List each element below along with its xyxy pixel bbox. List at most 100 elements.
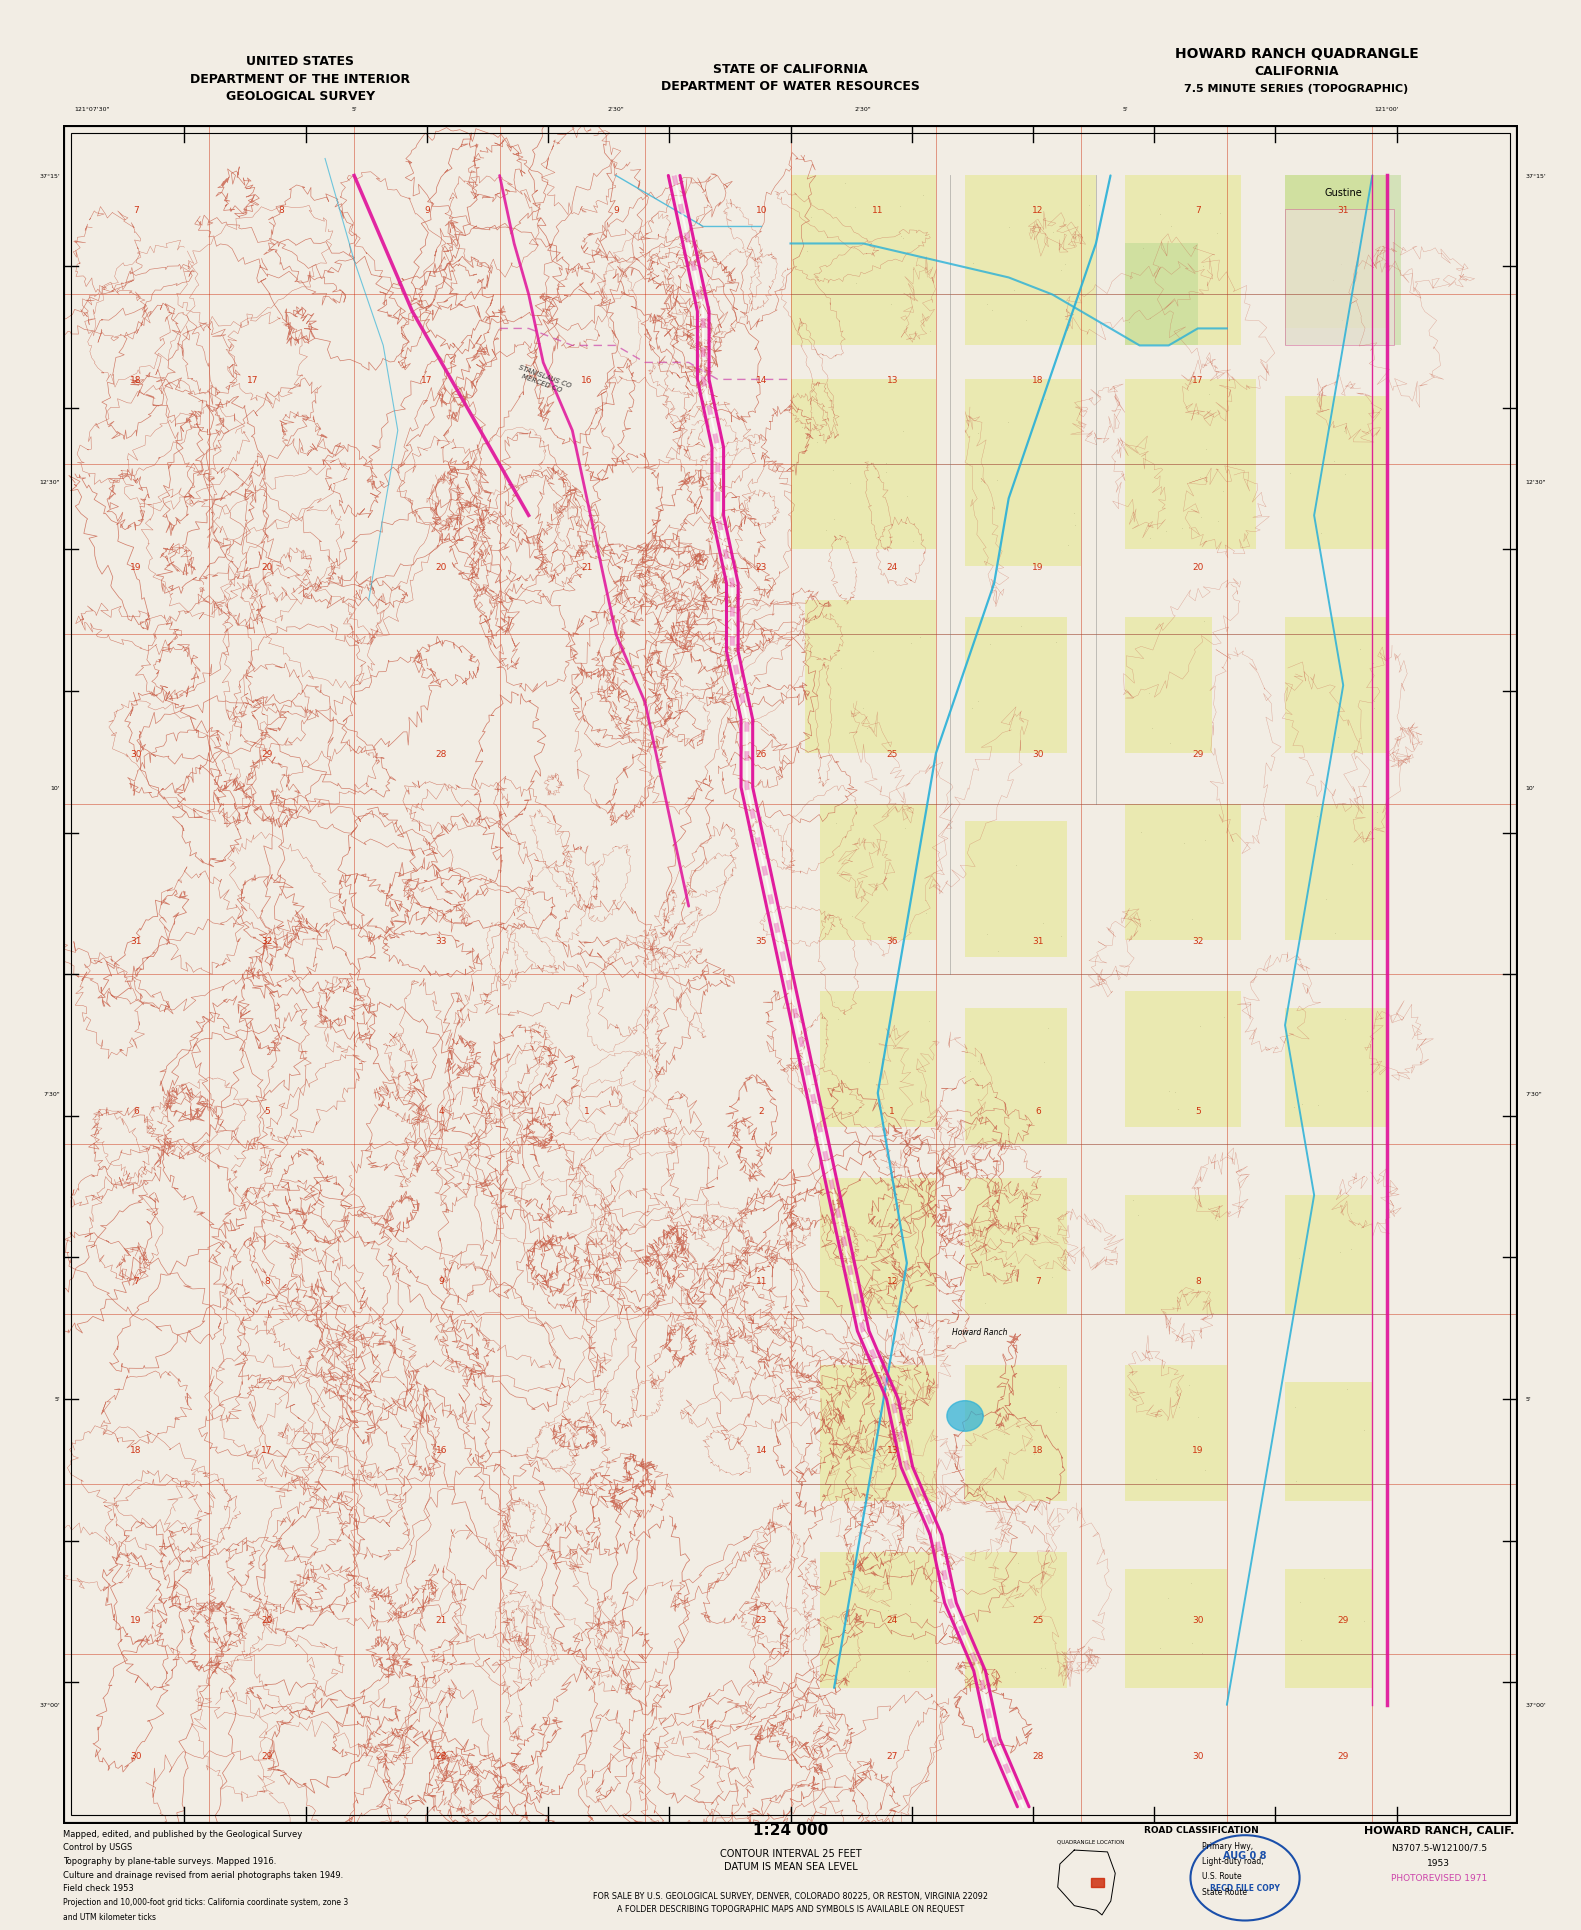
Text: 14: 14 xyxy=(756,376,767,384)
Bar xyxy=(1126,176,1241,345)
Text: 12'30": 12'30" xyxy=(40,481,60,484)
Text: 6: 6 xyxy=(1036,1106,1040,1116)
Text: 9: 9 xyxy=(613,207,618,214)
Text: 20: 20 xyxy=(261,562,272,571)
Text: 20: 20 xyxy=(261,1615,272,1625)
Text: 7: 7 xyxy=(1036,1276,1040,1285)
Bar xyxy=(805,600,936,755)
Text: CALIFORNIA: CALIFORNIA xyxy=(1254,66,1339,77)
Text: Gustine: Gustine xyxy=(1325,189,1363,199)
Text: Mapped, edited, and published by the Geological Survey: Mapped, edited, and published by the Geo… xyxy=(63,1830,302,1837)
Text: 4: 4 xyxy=(438,1106,444,1116)
Text: 18: 18 xyxy=(1032,376,1043,384)
Text: 13: 13 xyxy=(887,376,898,384)
Text: 30: 30 xyxy=(1032,749,1043,758)
Text: UNITED STATES: UNITED STATES xyxy=(247,56,354,68)
Bar xyxy=(1126,1365,1227,1502)
Text: 17: 17 xyxy=(1192,376,1203,384)
Text: AUG 0 8: AUG 0 8 xyxy=(1224,1849,1266,1861)
Bar xyxy=(964,1365,1067,1502)
Text: 19: 19 xyxy=(1192,1446,1203,1455)
Text: 1: 1 xyxy=(583,1106,590,1116)
Text: 10': 10' xyxy=(1526,786,1535,789)
Bar xyxy=(964,380,1081,567)
Text: U.S. Route: U.S. Route xyxy=(1202,1872,1241,1880)
Text: 19: 19 xyxy=(130,562,142,571)
Text: 29: 29 xyxy=(261,749,272,758)
Text: 24: 24 xyxy=(887,562,898,571)
Bar xyxy=(964,176,1096,345)
Text: 37°15': 37°15' xyxy=(40,174,60,179)
Text: 26: 26 xyxy=(756,749,767,758)
Text: 2: 2 xyxy=(759,1106,764,1116)
Text: 18: 18 xyxy=(130,1446,142,1455)
Text: 5': 5' xyxy=(1526,1397,1532,1401)
Bar xyxy=(964,1552,1067,1689)
Text: 8: 8 xyxy=(264,1276,270,1285)
Text: GEOLOGICAL SURVEY: GEOLOGICAL SURVEY xyxy=(226,91,375,102)
Text: 7'30": 7'30" xyxy=(43,1090,60,1096)
Bar xyxy=(1126,618,1213,755)
Text: 8: 8 xyxy=(1195,1276,1200,1285)
Text: 28: 28 xyxy=(1032,1751,1043,1760)
Bar xyxy=(1285,176,1387,330)
Bar xyxy=(1285,176,1401,345)
Bar xyxy=(1126,805,1241,940)
Text: 32: 32 xyxy=(261,936,272,946)
Text: 5: 5 xyxy=(264,1106,270,1116)
Ellipse shape xyxy=(947,1401,983,1432)
Text: 31: 31 xyxy=(130,936,142,946)
Text: 14: 14 xyxy=(756,1446,767,1455)
Text: 19: 19 xyxy=(130,1615,142,1625)
Text: 21: 21 xyxy=(436,1615,447,1625)
Text: 35: 35 xyxy=(756,936,767,946)
Text: 33: 33 xyxy=(436,936,447,946)
Bar xyxy=(1285,1569,1372,1689)
Text: State Route: State Route xyxy=(1202,1888,1246,1895)
Text: 7: 7 xyxy=(133,1276,139,1285)
Text: 2'30": 2'30" xyxy=(607,106,624,112)
Text: Projection and 10,000-foot grid ticks: California coordinate system, zone 3: Projection and 10,000-foot grid ticks: C… xyxy=(63,1897,348,1905)
Text: 10': 10' xyxy=(51,786,60,789)
Text: Light-duty road,: Light-duty road, xyxy=(1202,1857,1263,1864)
Text: 30: 30 xyxy=(130,1751,142,1760)
Bar xyxy=(964,618,1067,755)
Text: and UTM kilometer ticks: and UTM kilometer ticks xyxy=(63,1913,157,1920)
Text: 36: 36 xyxy=(887,936,898,946)
Text: 5': 5' xyxy=(351,106,357,112)
Text: 29: 29 xyxy=(1338,1751,1349,1760)
Text: 16: 16 xyxy=(436,1446,447,1455)
Bar xyxy=(819,805,936,940)
Bar xyxy=(1285,210,1394,345)
Text: 37°00': 37°00' xyxy=(40,1702,60,1708)
Text: 18: 18 xyxy=(130,376,142,384)
Text: 9: 9 xyxy=(424,207,430,214)
Text: 37°15': 37°15' xyxy=(1526,174,1546,179)
Text: 121°07'30": 121°07'30" xyxy=(74,106,111,112)
Text: 18: 18 xyxy=(1032,1446,1043,1455)
Text: 30: 30 xyxy=(1192,1615,1203,1625)
Bar xyxy=(1285,1009,1387,1127)
Text: 23: 23 xyxy=(756,1615,767,1625)
Text: 30: 30 xyxy=(130,749,142,758)
Text: 9: 9 xyxy=(438,1276,444,1285)
Bar xyxy=(964,1179,1067,1314)
Text: 31: 31 xyxy=(1338,207,1349,214)
Text: RECD FILE COPY: RECD FILE COPY xyxy=(1209,1882,1281,1891)
Text: 17: 17 xyxy=(247,376,258,384)
Text: 7.5 MINUTE SERIES (TOPOGRAPHIC): 7.5 MINUTE SERIES (TOPOGRAPHIC) xyxy=(1184,83,1409,95)
Text: CONTOUR INTERVAL 25 FEET: CONTOUR INTERVAL 25 FEET xyxy=(719,1847,862,1859)
Text: 6: 6 xyxy=(133,1106,139,1116)
Text: FOR SALE BY U.S. GEOLOGICAL SURVEY, DENVER, COLORADO 80225, OR RESTON, VIRGINIA : FOR SALE BY U.S. GEOLOGICAL SURVEY, DENV… xyxy=(593,1891,988,1899)
Text: 37°00': 37°00' xyxy=(1526,1702,1546,1708)
Text: 12: 12 xyxy=(887,1276,898,1285)
Text: 121°00': 121°00' xyxy=(1374,106,1399,112)
Text: 7'30": 7'30" xyxy=(1526,1090,1543,1096)
Text: ROAD CLASSIFICATION: ROAD CLASSIFICATION xyxy=(1145,1826,1258,1834)
Text: 5': 5' xyxy=(1123,106,1127,112)
Text: Field check 1953: Field check 1953 xyxy=(63,1884,134,1891)
Bar xyxy=(964,822,1067,957)
Text: 7: 7 xyxy=(1195,207,1200,214)
Bar xyxy=(1126,1569,1227,1689)
Text: 20: 20 xyxy=(1192,562,1203,571)
